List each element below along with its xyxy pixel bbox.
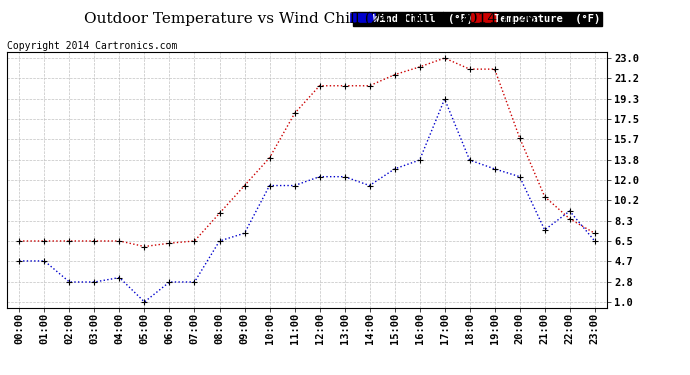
Legend: Wind Chill  (°F), Temperature  (°F): Wind Chill (°F), Temperature (°F) bbox=[353, 12, 602, 26]
Text: Outdoor Temperature vs Wind Chill (24 Hours)  20140126: Outdoor Temperature vs Wind Chill (24 Ho… bbox=[84, 11, 537, 26]
Text: Copyright 2014 Cartronics.com: Copyright 2014 Cartronics.com bbox=[7, 41, 177, 51]
